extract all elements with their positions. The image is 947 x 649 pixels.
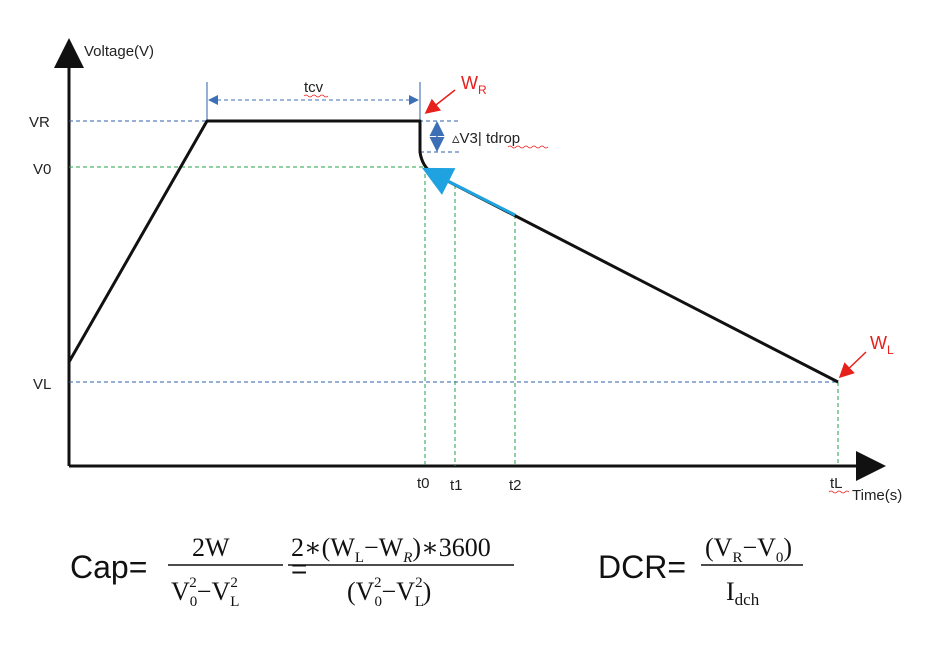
spellcheck-underline-tdrop — [507, 145, 549, 149]
dcr-denominator: Idch — [726, 577, 760, 609]
spellcheck-underline-tcv — [303, 94, 329, 98]
voltage-curve — [67, 119, 839, 384]
y-axis-label: Voltage(V) — [84, 43, 154, 60]
x-tick-t1: t1 — [450, 477, 463, 494]
wl-pointer-arrow — [838, 351, 867, 379]
cap-lhs: Cap= — [70, 549, 147, 585]
x-tick-t0: t0 — [417, 475, 430, 492]
cap-frac1-denominator: V02−VL2 — [171, 575, 239, 610]
x-tick-t2: t2 — [509, 477, 522, 494]
cap-frac2-numerator: 2∗(WL−WR)∗3600 — [291, 533, 491, 566]
spellcheck-underline-tl — [828, 490, 850, 494]
y-tick-vl: VL — [33, 376, 51, 393]
wl-label: WL — [870, 333, 894, 357]
capacity-formula: Cap= 2W V02−VL2 = 2∗(WL−WR)∗3600 (V02−VL… — [70, 533, 514, 610]
tcv-label: tcv — [304, 79, 324, 96]
cap-frac2-denominator: (V02−VL2) — [347, 575, 431, 610]
cap-equals: = — [291, 553, 307, 584]
dcr-numerator: (VR−V0) — [705, 533, 792, 566]
fit-segment — [421, 167, 516, 217]
wr-pointer-arrow — [424, 89, 456, 114]
dcr-formula: DCR= (VR−V0) Idch — [598, 533, 803, 609]
x-tick-tl: tL — [830, 475, 843, 492]
cap-frac1-numerator: 2W — [192, 533, 230, 562]
x-axis-label: Time(s) — [852, 487, 902, 504]
dcr-lhs: DCR= — [598, 549, 686, 585]
wr-label: WR — [461, 73, 487, 97]
delta-v-label: ▵V3| tdrop — [452, 130, 520, 147]
y-tick-vr: VR — [29, 114, 50, 131]
y-tick-v0: V0 — [33, 161, 51, 178]
